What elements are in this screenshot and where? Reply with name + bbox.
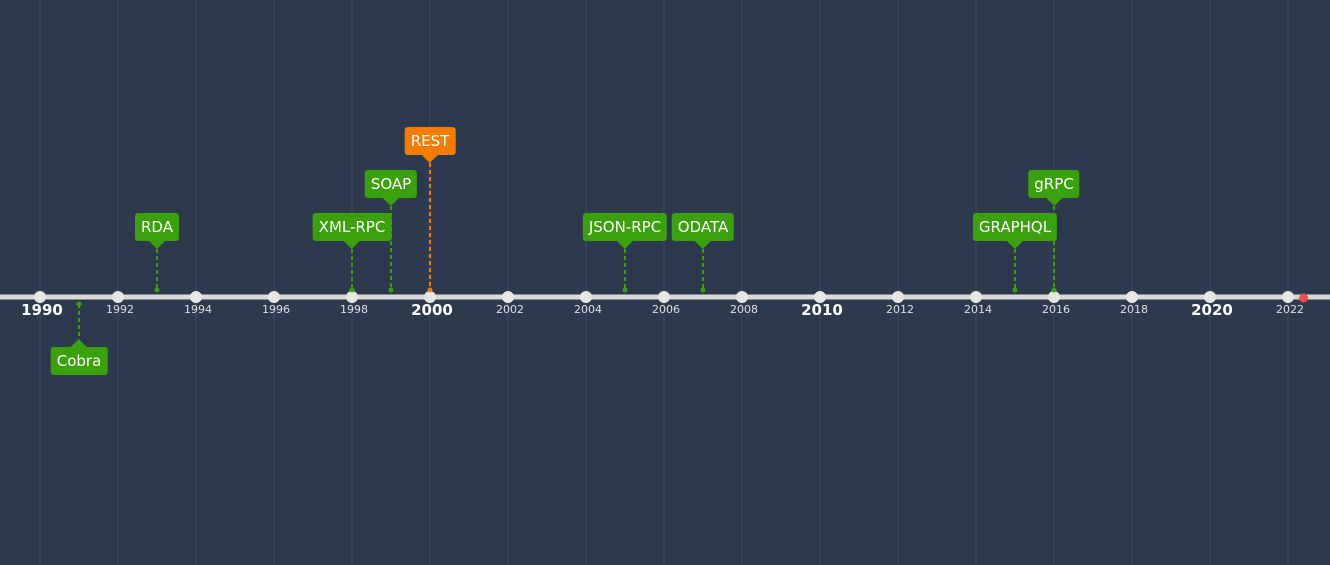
- event-label-text: REST: [410, 132, 450, 150]
- event-point: [622, 287, 628, 293]
- event-label-text: XML-RPC: [318, 218, 386, 236]
- event-label-soap[interactable]: SOAP: [364, 170, 418, 206]
- minor-tick-label: 2012: [886, 303, 914, 316]
- event-label-pointer: [1007, 241, 1023, 249]
- minor-tick-label: 2022: [1276, 303, 1304, 316]
- event-label-rda[interactable]: RDA: [135, 213, 179, 249]
- event-point: [427, 287, 433, 293]
- event-label-text: GRAPHQL: [978, 218, 1052, 236]
- minor-tick-label: 2008: [730, 303, 758, 316]
- tick-dot: [580, 291, 592, 303]
- minor-tick-label: 1994: [184, 303, 212, 316]
- event-label-json-rpc[interactable]: JSON-RPC: [582, 213, 668, 249]
- minor-tick-label: 1998: [340, 303, 368, 316]
- minor-tick-label: 1992: [106, 303, 134, 316]
- minor-tick-label: 2006: [652, 303, 680, 316]
- tick-dot: [970, 291, 982, 303]
- tick-dot: [892, 291, 904, 303]
- now-marker: [1299, 293, 1309, 303]
- tick-dot: [112, 291, 124, 303]
- event-label-pointer: [71, 339, 87, 347]
- event-label-pointer: [383, 198, 399, 206]
- tick-dot: [814, 291, 826, 303]
- event-label-text: ODATA: [677, 218, 729, 236]
- event-label-odata[interactable]: ODATA: [671, 213, 735, 249]
- tick-dot: [658, 291, 670, 303]
- event-point: [1012, 287, 1018, 293]
- event-point: [1051, 287, 1057, 293]
- major-tick-label: 1990: [21, 301, 63, 319]
- minor-tick-label: 1996: [262, 303, 290, 316]
- tick-dot: [34, 291, 46, 303]
- tick-dot: [1204, 291, 1216, 303]
- event-label-text: RDA: [141, 218, 173, 236]
- event-label-graphql[interactable]: GRAPHQL: [972, 213, 1058, 249]
- tick-dot: [1126, 291, 1138, 303]
- event-label-pointer: [148, 241, 165, 249]
- event-label-pointer: [616, 241, 633, 249]
- tick-dot: [268, 291, 280, 303]
- event-label-cobra[interactable]: Cobra: [50, 339, 108, 375]
- tick-dot: [1048, 291, 1060, 303]
- minor-tick-label: 2014: [964, 303, 992, 316]
- tick-dot: [190, 291, 202, 303]
- event-label-text: JSON-RPC: [588, 218, 662, 236]
- major-tick-label: 2010: [801, 301, 843, 319]
- event-label-text: Cobra: [56, 352, 102, 370]
- event-point: [154, 287, 160, 293]
- event-label-grpc[interactable]: gRPC: [1028, 170, 1080, 206]
- event-point: [76, 301, 82, 307]
- event-label-xml-rpc[interactable]: XML-RPC: [312, 213, 392, 249]
- event-point: [349, 287, 355, 293]
- major-tick-label: 2020: [1191, 301, 1233, 319]
- event-label-text: SOAP: [370, 175, 412, 193]
- event-point: [388, 287, 394, 293]
- event-label-rest[interactable]: REST: [404, 127, 456, 163]
- minor-tick-label: 2018: [1120, 303, 1148, 316]
- event-point: [700, 287, 706, 293]
- tick-dot: [1282, 291, 1294, 303]
- tick-dot: [502, 291, 514, 303]
- tick-dot: [346, 291, 358, 303]
- event-label-pointer: [343, 241, 360, 249]
- tick-dot: [736, 291, 748, 303]
- minor-tick-label: 2002: [496, 303, 524, 316]
- major-tick-label: 2000: [411, 301, 453, 319]
- minor-tick-label: 2016: [1042, 303, 1070, 316]
- event-label-pointer: [422, 155, 438, 163]
- event-label-text: gRPC: [1034, 175, 1074, 193]
- tick-dot: [424, 291, 436, 303]
- event-label-pointer: [1046, 198, 1062, 206]
- event-label-pointer: [694, 241, 711, 249]
- minor-tick-label: 2004: [574, 303, 602, 316]
